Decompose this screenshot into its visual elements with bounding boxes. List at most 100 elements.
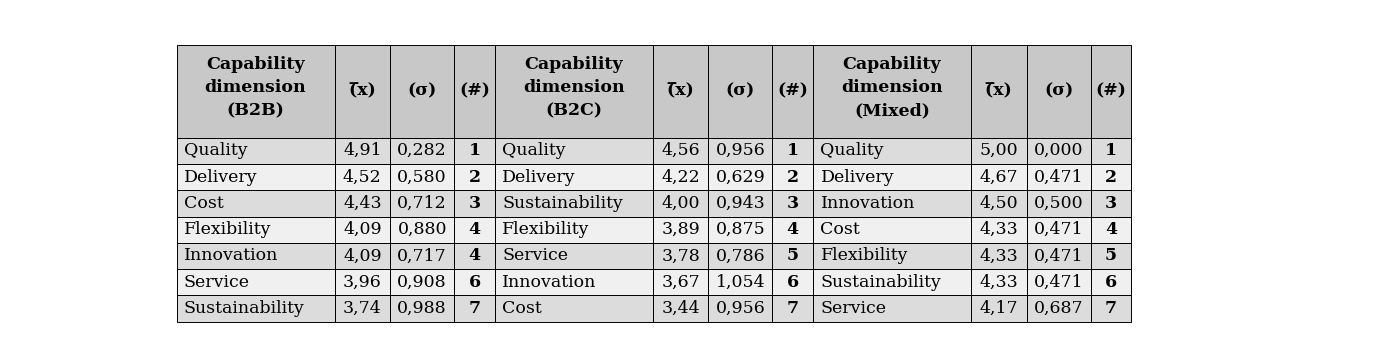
Bar xyxy=(495,164,653,190)
Bar xyxy=(390,164,455,190)
Bar xyxy=(708,269,773,295)
Text: Cost: Cost xyxy=(502,300,542,317)
Text: 0,943: 0,943 xyxy=(715,195,765,212)
Bar xyxy=(813,45,971,138)
Text: 4,43: 4,43 xyxy=(343,195,382,212)
Text: 0,000: 0,000 xyxy=(1034,142,1083,159)
Text: Delivery: Delivery xyxy=(820,168,894,185)
Text: 0,712: 0,712 xyxy=(397,195,446,212)
Text: dimension: dimension xyxy=(524,79,624,96)
Bar xyxy=(653,243,708,269)
Text: 5,00: 5,00 xyxy=(980,142,1018,159)
Bar xyxy=(813,164,971,190)
Text: Service: Service xyxy=(185,274,249,291)
Bar xyxy=(176,243,335,269)
Text: 0,880: 0,880 xyxy=(397,221,446,238)
Bar xyxy=(653,269,708,295)
Text: 0,717: 0,717 xyxy=(397,248,446,265)
Text: 0,687: 0,687 xyxy=(1034,300,1083,317)
Bar xyxy=(1090,45,1131,138)
Text: 2: 2 xyxy=(469,168,481,185)
Text: 5: 5 xyxy=(1105,248,1118,265)
Bar xyxy=(335,190,390,216)
Text: 3,89: 3,89 xyxy=(661,221,700,238)
Bar xyxy=(971,243,1027,269)
Bar xyxy=(1090,164,1131,190)
Text: Innovation: Innovation xyxy=(820,195,915,212)
Bar xyxy=(176,216,335,243)
Text: 3,67: 3,67 xyxy=(661,274,700,291)
Bar xyxy=(455,164,495,190)
Bar xyxy=(1090,269,1131,295)
Bar xyxy=(708,295,773,322)
Text: dimension: dimension xyxy=(205,79,306,96)
Text: 4,91: 4,91 xyxy=(343,142,382,159)
Text: Innovation: Innovation xyxy=(185,248,278,265)
Text: 1: 1 xyxy=(787,142,799,159)
Text: Cost: Cost xyxy=(820,221,860,238)
Bar xyxy=(495,45,653,138)
Text: 6: 6 xyxy=(1105,274,1118,291)
Bar xyxy=(455,190,495,216)
Bar xyxy=(1027,295,1091,322)
Bar xyxy=(971,295,1027,322)
Text: Flexibility: Flexibility xyxy=(820,248,908,265)
Text: 0,282: 0,282 xyxy=(397,142,446,159)
Bar xyxy=(813,190,971,216)
Text: (B2C): (B2C) xyxy=(546,102,602,119)
Bar xyxy=(971,164,1027,190)
Text: 3,96: 3,96 xyxy=(343,274,382,291)
Text: 7: 7 xyxy=(469,300,481,317)
Text: 6: 6 xyxy=(787,274,799,291)
Bar xyxy=(773,216,813,243)
Text: 0,956: 0,956 xyxy=(715,142,765,159)
Bar xyxy=(773,269,813,295)
Bar xyxy=(1027,243,1091,269)
Text: (Mixed): (Mixed) xyxy=(854,102,930,119)
Bar xyxy=(335,243,390,269)
Text: 3,44: 3,44 xyxy=(661,300,700,317)
Text: 1: 1 xyxy=(469,142,481,159)
Bar xyxy=(1027,216,1091,243)
Text: Capability: Capability xyxy=(207,56,305,73)
Text: 4,33: 4,33 xyxy=(980,248,1018,265)
Text: Delivery: Delivery xyxy=(185,168,258,185)
Bar xyxy=(813,295,971,322)
Text: (σ): (σ) xyxy=(1045,83,1073,100)
Text: 0,580: 0,580 xyxy=(397,168,446,185)
Bar xyxy=(773,45,813,138)
Text: (̅x): (̅x) xyxy=(667,83,695,100)
Text: 0,786: 0,786 xyxy=(715,248,765,265)
Text: 0,471: 0,471 xyxy=(1034,168,1083,185)
Bar xyxy=(653,216,708,243)
Bar xyxy=(1027,164,1091,190)
Text: 3,74: 3,74 xyxy=(343,300,382,317)
Bar xyxy=(708,190,773,216)
Text: Flexibility: Flexibility xyxy=(185,221,271,238)
Bar xyxy=(335,295,390,322)
Bar xyxy=(708,138,773,164)
Text: Flexibility: Flexibility xyxy=(502,221,590,238)
Bar xyxy=(495,243,653,269)
Text: Capability: Capability xyxy=(843,56,941,73)
Text: 7: 7 xyxy=(1105,300,1118,317)
Text: (̅x): (̅x) xyxy=(985,83,1013,100)
Text: 4,09: 4,09 xyxy=(343,221,382,238)
Bar xyxy=(495,295,653,322)
Bar xyxy=(390,295,455,322)
Text: (#): (#) xyxy=(777,83,808,100)
Bar xyxy=(813,138,971,164)
Text: 4,67: 4,67 xyxy=(980,168,1018,185)
Text: 2: 2 xyxy=(787,168,799,185)
Text: Sustainability: Sustainability xyxy=(502,195,623,212)
Bar xyxy=(653,190,708,216)
Bar xyxy=(455,45,495,138)
Text: 4,22: 4,22 xyxy=(661,168,700,185)
Text: 0,629: 0,629 xyxy=(715,168,765,185)
Text: (#): (#) xyxy=(1096,83,1126,100)
Text: 0,471: 0,471 xyxy=(1034,274,1083,291)
Text: Capability: Capability xyxy=(525,56,623,73)
Bar xyxy=(653,164,708,190)
Text: Service: Service xyxy=(820,300,886,317)
Bar xyxy=(971,269,1027,295)
